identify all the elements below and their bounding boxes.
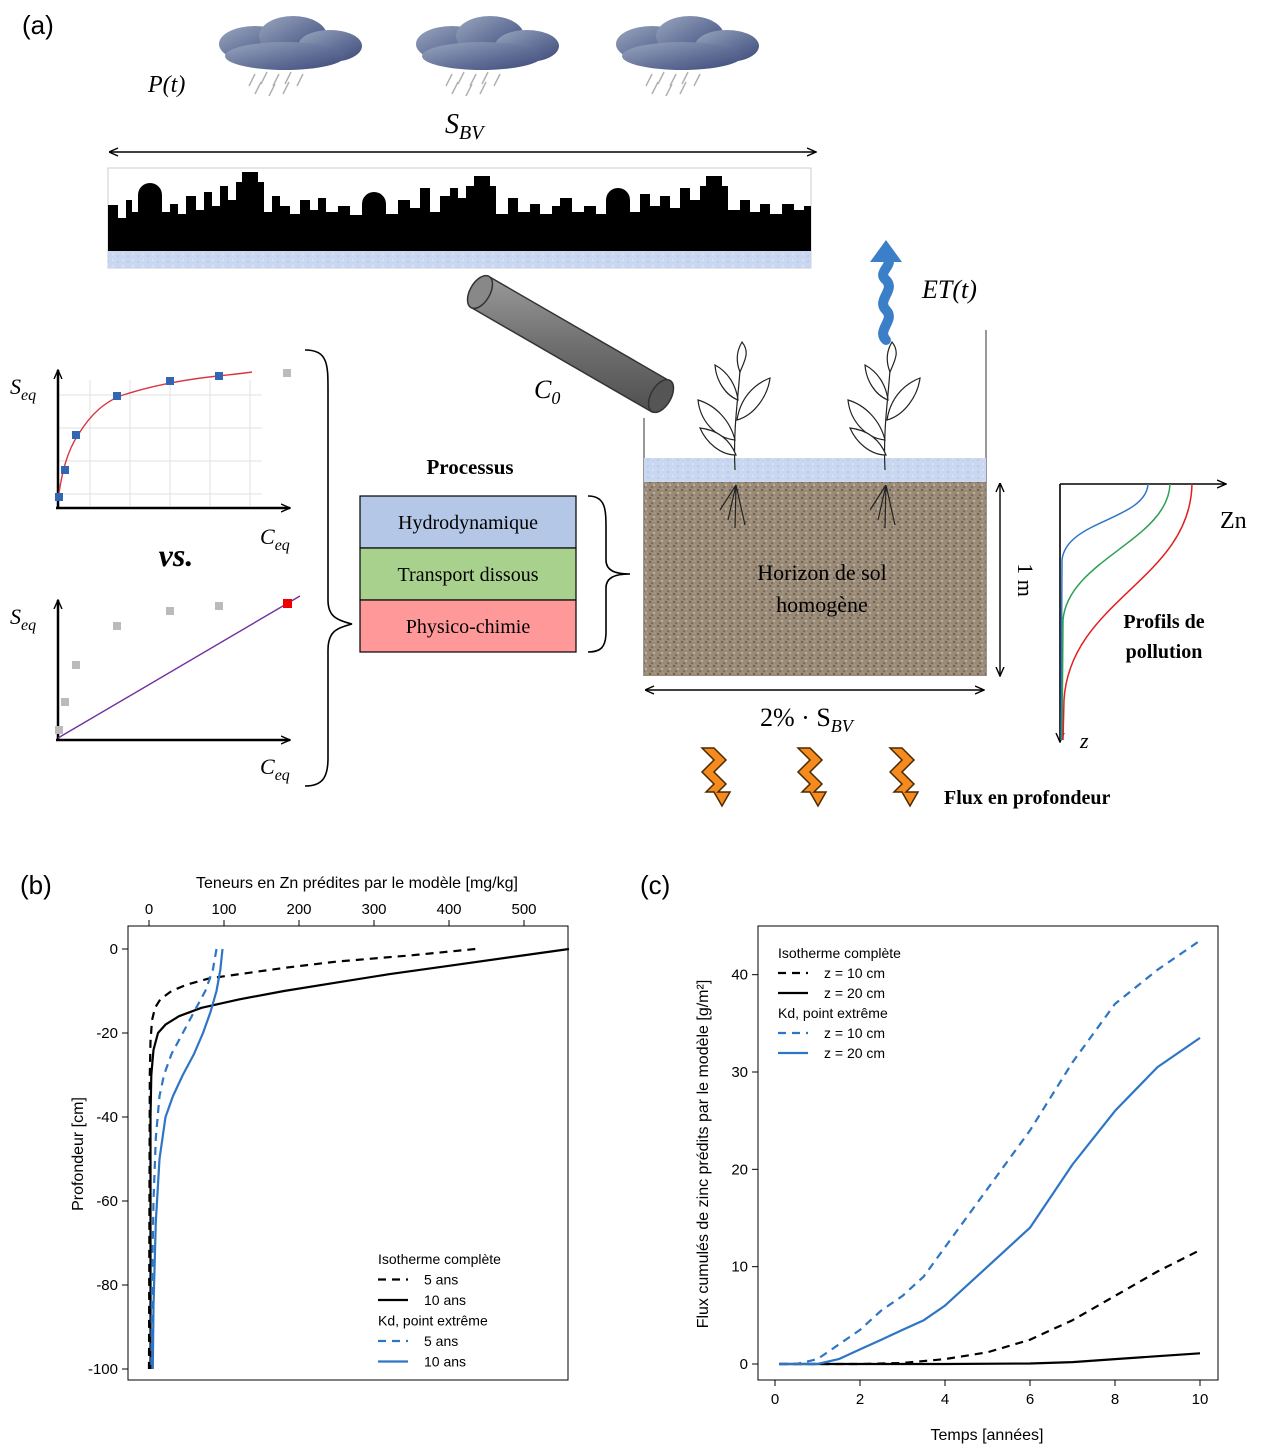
y-tick-label: 0 [740, 1356, 748, 1373]
series-line-3 [779, 1036, 1201, 1366]
plant-icon [847, 340, 921, 529]
chart-b-ylabel: Profondeur [cm] [70, 1097, 87, 1211]
evapotranspiration-arrow-icon [870, 240, 902, 345]
series-line-0 [779, 1249, 1201, 1366]
isotherm-brace [304, 349, 353, 787]
isotherm-y-label: Seq [10, 374, 36, 404]
legend-header: Isotherme complète [378, 1251, 501, 1267]
y-tick-label: 0 [110, 941, 118, 958]
isotherm-x-label: Ceq [260, 524, 290, 554]
legend-entry: z = 20 cm [824, 1045, 885, 1061]
series-line-3 [151, 948, 224, 1370]
precipitation-label: P(t) [147, 72, 185, 98]
chart-c-ylabel: Flux cumulés de zinc prédits par le modè… [695, 980, 712, 1329]
isotherm-y-label: Seq [10, 604, 36, 634]
legend-entry: 10 ans [424, 1354, 466, 1370]
profile-title-line2: pollution [1126, 641, 1203, 663]
deep-flux-label: Flux en profondeur [944, 787, 1110, 809]
y-tick-label: -40 [96, 1109, 118, 1126]
pollution-profile-schematic [1060, 484, 1226, 742]
profile-title-line1: Profils de [1123, 611, 1204, 633]
series-line-1 [779, 1352, 1201, 1366]
x-tick-label: 4 [941, 1391, 949, 1408]
process-box: Hydrodynamique Transport dissous Physico… [359, 495, 577, 653]
legend-entry: 5 ans [424, 1272, 458, 1288]
soil-horizon-label-line2: homogène [776, 592, 868, 617]
series-line-0 [147, 947, 476, 1370]
legend-entry: z = 20 cm [824, 985, 885, 1001]
x-tick-label: 100 [211, 901, 236, 918]
processes-title: Processus [426, 455, 513, 479]
chart-c-xlabel: Temps [années] [931, 1427, 1044, 1444]
y-tick-label: -80 [96, 1277, 118, 1294]
catchment-area-label: SBV [445, 109, 486, 144]
isotherm-langmuir-plot [55, 369, 291, 508]
soil-horizon-label-line1: Horizon de sol [757, 560, 887, 585]
soil-column [643, 330, 987, 676]
panel-b-label: (b) [20, 870, 52, 900]
city-skyline-icon [107, 167, 812, 269]
rain-cloud-icon [616, 16, 759, 97]
legend-entry: 5 ans [424, 1333, 458, 1349]
infiltration-area-label: 2% · SBV [760, 703, 855, 736]
x-tick-label: 6 [1026, 1391, 1034, 1408]
y-tick-label: 30 [731, 1064, 748, 1081]
x-tick-label: 400 [436, 901, 461, 918]
legend-entry: 10 ans [424, 1292, 466, 1308]
legend-header: Isotherme complète [778, 945, 901, 961]
panel-a-label: (a) [22, 10, 54, 40]
process-physico-chemistry: Physico-chimie [406, 616, 531, 638]
y-tick-label: -100 [88, 1361, 118, 1378]
process-brace [587, 495, 631, 653]
plant-icon [697, 340, 771, 529]
series-line-1 [149, 947, 570, 1369]
depth-label: 1 m [1013, 563, 1038, 597]
x-tick-label: 0 [145, 901, 153, 918]
process-dissolved-transport: Transport dissous [398, 564, 539, 586]
rain-cloud-icon [219, 16, 362, 97]
y-tick-label: 40 [731, 967, 748, 984]
chart-b-xlabel: Teneurs en Zn prédites par le modèle [mg… [196, 875, 518, 892]
series-line-2 [779, 939, 1201, 1366]
drain-pipe-icon [466, 274, 675, 414]
chart-b-frame [127, 925, 569, 1381]
evapotranspiration-label: ET(t) [921, 275, 977, 304]
x-tick-label: 2 [856, 1391, 864, 1408]
x-tick-label: 500 [511, 901, 536, 918]
rain-cloud-icon [416, 16, 559, 97]
panel-c-label: (c) [640, 870, 670, 900]
x-tick-label: 300 [361, 901, 386, 918]
y-tick-label: -20 [96, 1025, 118, 1042]
profile-x-label: Zn [1220, 508, 1247, 534]
profile-y-label: z [1079, 728, 1089, 753]
x-tick-label: 10 [1192, 1391, 1209, 1408]
legend-entry: z = 10 cm [824, 965, 885, 981]
x-tick-label: 0 [771, 1391, 779, 1408]
x-tick-label: 200 [286, 901, 311, 918]
y-tick-label: 10 [731, 1259, 748, 1276]
process-hydrodynamics: Hydrodynamique [398, 512, 538, 534]
series-line-2 [150, 948, 218, 1370]
isotherm-kd-plot [55, 595, 301, 740]
deep-flux-arrow-icon [796, 747, 828, 808]
chart-c-frame [757, 925, 1219, 1381]
isotherm-x-label: Ceq [260, 754, 290, 784]
legend-header: Kd, point extrême [778, 1005, 888, 1021]
deep-flux-arrow-icon [700, 747, 732, 808]
legend-entry: z = 10 cm [824, 1025, 885, 1041]
inflow-concentration-label: C0 [534, 375, 560, 408]
y-tick-label: -60 [96, 1193, 118, 1210]
legend-header: Kd, point extrême [378, 1313, 488, 1329]
x-tick-label: 8 [1111, 1391, 1119, 1408]
deep-flux-arrow-icon [888, 747, 920, 808]
versus-label: vs. [159, 537, 194, 573]
y-tick-label: 20 [731, 1161, 748, 1178]
